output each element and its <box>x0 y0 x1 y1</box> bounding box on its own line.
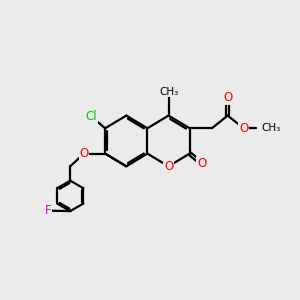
Text: O: O <box>80 147 88 160</box>
Text: O: O <box>164 160 173 173</box>
Text: O: O <box>223 91 232 104</box>
Text: O: O <box>239 122 248 135</box>
Text: O: O <box>197 157 207 170</box>
Text: Cl: Cl <box>85 110 97 123</box>
Text: CH₃: CH₃ <box>159 87 178 97</box>
Text: CH₃: CH₃ <box>262 123 281 133</box>
Text: F: F <box>45 204 51 217</box>
